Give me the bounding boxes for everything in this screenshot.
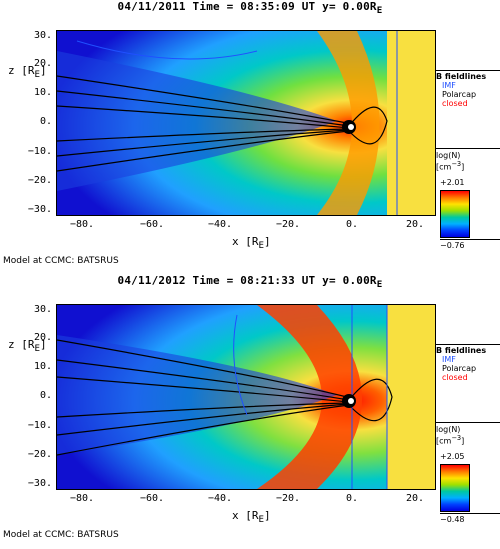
density-plot-2012 [56, 304, 436, 490]
x-axis-label: x [RE] [232, 235, 271, 252]
plot-title: 04/11/2012 Time = 08:21:33 UT y= 0.00RE [117, 274, 383, 291]
y-tick: 20. [33, 58, 52, 69]
x-tick: −60. [140, 493, 165, 504]
legend-item-imf: IMF [442, 81, 456, 90]
colorbar-gradient [440, 190, 470, 238]
x-tick: 20. [406, 219, 425, 230]
x-tick: −20. [276, 493, 301, 504]
legend-title: B fieldlines [436, 70, 500, 81]
colorbar-max: +2.01 [440, 178, 465, 187]
y-tick: 10. [33, 361, 52, 372]
model-credit: Model at CCMC: BATSRUS [3, 530, 119, 540]
y-tick: 10. [33, 87, 52, 98]
colorbar-max: +2.05 [440, 452, 465, 461]
colorbar-min: −0.76 [440, 239, 500, 250]
y-tick: 30. [33, 304, 52, 315]
legend-item-polarcap: Polarcap [442, 90, 477, 99]
x-tick: −40. [208, 219, 233, 230]
y-tick: 20. [33, 332, 52, 343]
colorbar: log(N) [cm−3] +2.05 −0.48 [436, 422, 500, 524]
density-field [57, 31, 435, 215]
panel-2012: 04/11/2012 Time = 08:21:33 UT y= 0.00RE … [0, 274, 500, 548]
colorbar-gradient [440, 464, 470, 512]
y-tick: −10. [27, 420, 52, 431]
legend-item-imf: IMF [442, 355, 456, 364]
y-axis-label: z [RE] [8, 64, 47, 81]
x-axis-label: x [RE] [232, 509, 271, 526]
y-tick: −30. [27, 204, 52, 215]
fieldline-legend: B fieldlines IMF Polarcap closed [436, 70, 500, 108]
x-tick: −20. [276, 219, 301, 230]
x-tick: 0. [346, 493, 359, 504]
y-axis-label: z [RE] [8, 338, 47, 355]
panel-2011: 04/11/2011 Time = 08:35:09 UT y= 0.00RE … [0, 0, 500, 274]
colorbar-label: log(N) [cm−3] [436, 422, 500, 446]
y-tick: −20. [27, 449, 52, 460]
colorbar: log(N) [cm−3] +2.01 −0.76 [436, 148, 500, 250]
x-tick: −80. [70, 493, 95, 504]
y-tick: −10. [27, 146, 52, 157]
fieldline-legend: B fieldlines IMF Polarcap closed [436, 344, 500, 382]
y-tick: −30. [27, 478, 52, 489]
x-tick: 20. [406, 493, 425, 504]
x-tick: 0. [346, 219, 359, 230]
colorbar-min: −0.48 [440, 513, 500, 524]
legend-item-polarcap: Polarcap [442, 364, 477, 373]
legend-item-closed: closed [442, 99, 468, 108]
y-tick: 30. [33, 30, 52, 41]
plot-title: 04/11/2011 Time = 08:35:09 UT y= 0.00RE [117, 0, 383, 17]
y-tick: 0. [39, 116, 52, 127]
legend-item-closed: closed [442, 373, 468, 382]
x-tick: −40. [208, 493, 233, 504]
colorbar-label: log(N) [cm−3] [436, 148, 500, 172]
x-tick: −80. [70, 219, 95, 230]
model-credit: Model at CCMC: BATSRUS [3, 256, 119, 266]
legend-title: B fieldlines [436, 344, 500, 355]
y-tick: −20. [27, 175, 52, 186]
density-field [57, 305, 435, 489]
density-plot-2011 [56, 30, 436, 216]
y-tick: 0. [39, 390, 52, 401]
x-tick: −60. [140, 219, 165, 230]
